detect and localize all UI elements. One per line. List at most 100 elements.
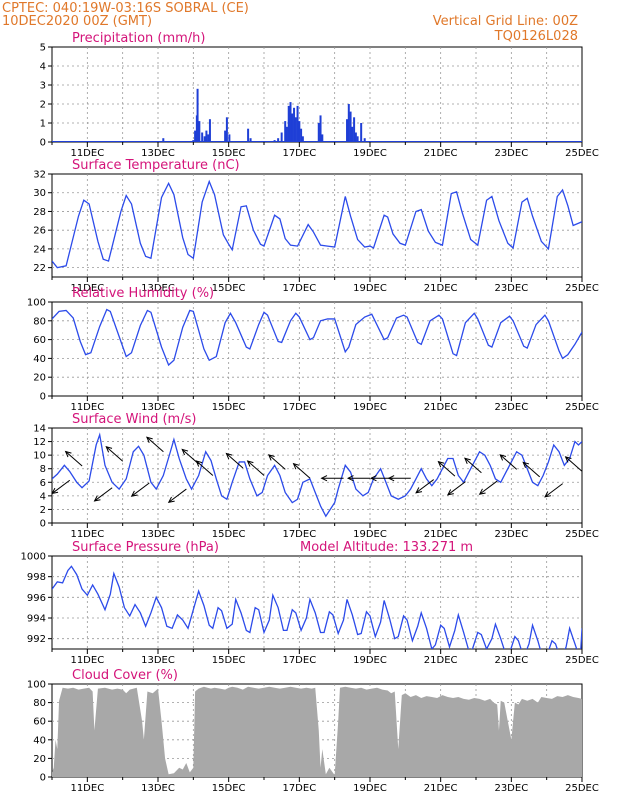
temp-ytick-label: 24 bbox=[33, 244, 46, 255]
wind-panel: Surface Wind (m/s) 0 2 4 6 8 10 12 14 11DEC 13DEC 1… bbox=[33, 412, 599, 540]
wind-vector-head bbox=[320, 475, 328, 482]
precip-bar bbox=[356, 136, 359, 142]
temp-xtick-label: 11DEC bbox=[70, 283, 104, 294]
pressure-xtick-label: 13DEC bbox=[141, 655, 175, 666]
wind-vector-head bbox=[544, 491, 552, 498]
precip-ytick-label: 1 bbox=[40, 119, 46, 130]
wind-vector bbox=[146, 436, 164, 453]
temp-xtick-label: 15DEC bbox=[212, 283, 246, 294]
precip-bar bbox=[296, 105, 299, 142]
temp-xtick-label: 25DEC bbox=[565, 283, 599, 294]
model-code: TQ0126L028 bbox=[494, 29, 578, 44]
precip-xtick-label: 11DEC bbox=[70, 148, 104, 159]
cloud-xtick-label: 13DEC bbox=[141, 783, 175, 794]
wind-xtick-label: 17DEC bbox=[282, 529, 316, 540]
wind-xtick-label: 11DEC bbox=[70, 529, 104, 540]
precip-xtick-label: 13DEC bbox=[141, 148, 175, 159]
temp-ytick-label: 28 bbox=[33, 207, 46, 218]
wind-vector bbox=[94, 487, 113, 502]
pressure-series-line bbox=[52, 565, 582, 649]
wind-ytick-label: 8 bbox=[40, 464, 46, 475]
wind-xtick-label: 19DEC bbox=[353, 529, 387, 540]
cloud-title: Cloud Cover (%) bbox=[72, 668, 178, 683]
precip-bar bbox=[289, 102, 292, 142]
precip-bar bbox=[198, 121, 201, 142]
wind-vector bbox=[196, 460, 214, 476]
precip-bar bbox=[291, 113, 294, 142]
rh-panel: Relative Humidity (%) 0 20 40 60 80 100 11DEC 13… bbox=[27, 286, 599, 413]
rh-xtick-label: 21DEC bbox=[424, 402, 458, 413]
precip-bar bbox=[363, 138, 366, 142]
wind-ytick-label: 12 bbox=[33, 437, 46, 448]
precip-bar bbox=[284, 121, 287, 142]
wind-vector bbox=[522, 461, 541, 478]
pressure-xtick-label: 19DEC bbox=[353, 655, 387, 666]
wind-vector-head bbox=[464, 457, 471, 464]
wind-vector-head bbox=[478, 488, 486, 495]
rh-ytick-label: 80 bbox=[33, 316, 46, 327]
wind-vector-head bbox=[267, 454, 275, 461]
wind-ytick-label: 14 bbox=[33, 424, 46, 435]
precip-panel: Precipitation (mm/h) 0 1 2 3 4 5 11DEC 13DEC 15DE… bbox=[40, 31, 599, 159]
rh-xtick-label: 17DEC bbox=[282, 402, 316, 413]
cloud-xtick-label: 21DEC bbox=[424, 783, 458, 794]
wind-vector-head bbox=[387, 475, 395, 482]
precip-ytick-label: 3 bbox=[40, 81, 46, 92]
precip-xtick-label: 23DEC bbox=[494, 148, 528, 159]
temp-xtick-label: 21DEC bbox=[424, 283, 458, 294]
rh-ytick-label: 0 bbox=[40, 392, 46, 403]
temp-xtick-label: 13DEC bbox=[141, 283, 175, 294]
wind-vector-head bbox=[369, 475, 377, 482]
temp-panel: Surface Temperature (nC) 22 24 26 28 30 32 11DE… bbox=[33, 158, 599, 294]
pressure-xtick-label: 15DEC bbox=[212, 655, 246, 666]
precip-xtick-label: 15DEC bbox=[212, 148, 246, 159]
wind-title: Surface Wind (m/s) bbox=[72, 412, 196, 427]
wind-xtick-label: 21DEC bbox=[424, 529, 458, 540]
cloud-panel: Cloud Cover (%) 0 20 40 60 80 100 11DEC 13DEC 15D… bbox=[27, 668, 599, 794]
rh-series-line bbox=[52, 308, 582, 367]
wind-vector-head bbox=[415, 487, 423, 494]
wind-ytick-label: 4 bbox=[40, 491, 46, 502]
precip-bar bbox=[277, 138, 280, 142]
wind-vector bbox=[464, 457, 482, 474]
wind-vector bbox=[105, 446, 124, 462]
temp-ytick-label: 26 bbox=[33, 226, 46, 237]
temp-ytick-label: 22 bbox=[33, 263, 46, 274]
wind-vector-head bbox=[437, 460, 445, 468]
wind-vector bbox=[438, 461, 456, 477]
wind-vector-head bbox=[146, 436, 153, 443]
cloud-xtick-label: 17DEC bbox=[282, 783, 316, 794]
precip-bar bbox=[207, 134, 210, 142]
pressure-xtick-label: 11DEC bbox=[70, 655, 104, 666]
cloud-area bbox=[52, 686, 582, 777]
temp-xtick-label: 17DEC bbox=[282, 283, 316, 294]
wind-vector-head bbox=[564, 456, 572, 463]
precip-bar bbox=[293, 107, 296, 142]
rh-ytick-label: 20 bbox=[33, 373, 46, 384]
cloud-ytick-label: 80 bbox=[33, 698, 46, 709]
precip-bar bbox=[280, 132, 283, 142]
pressure-title: Surface Pressure (hPa) bbox=[72, 540, 219, 555]
wind-ytick-label: 2 bbox=[40, 505, 46, 516]
wind-vector bbox=[51, 479, 71, 494]
pressure-ytick-label: 992 bbox=[27, 634, 46, 645]
cloud-ytick-label: 40 bbox=[33, 735, 46, 746]
precip-bar bbox=[224, 130, 227, 142]
precip-ytick-label: 5 bbox=[40, 43, 46, 54]
wind-vector-head bbox=[167, 496, 175, 503]
wind-xtick-label: 23DEC bbox=[494, 529, 528, 540]
precip-xtick-label: 19DEC bbox=[353, 148, 387, 159]
temp-frame bbox=[51, 173, 583, 278]
pressure-panel: Surface Pressure (hPa) Model Altitude: 13… bbox=[21, 540, 599, 666]
precip-bar bbox=[287, 105, 290, 142]
cloud-ytick-label: 100 bbox=[27, 680, 46, 691]
temp-ytick-label: 32 bbox=[33, 170, 46, 181]
precip-bar bbox=[201, 132, 204, 142]
temp-ytick-label: 30 bbox=[33, 188, 46, 199]
cloud-xtick-label: 25DEC bbox=[565, 783, 599, 794]
rh-title: Relative Humidity (%) bbox=[72, 286, 214, 301]
cloud-xtick-label: 11DEC bbox=[70, 783, 104, 794]
wind-vector-head bbox=[522, 461, 530, 469]
